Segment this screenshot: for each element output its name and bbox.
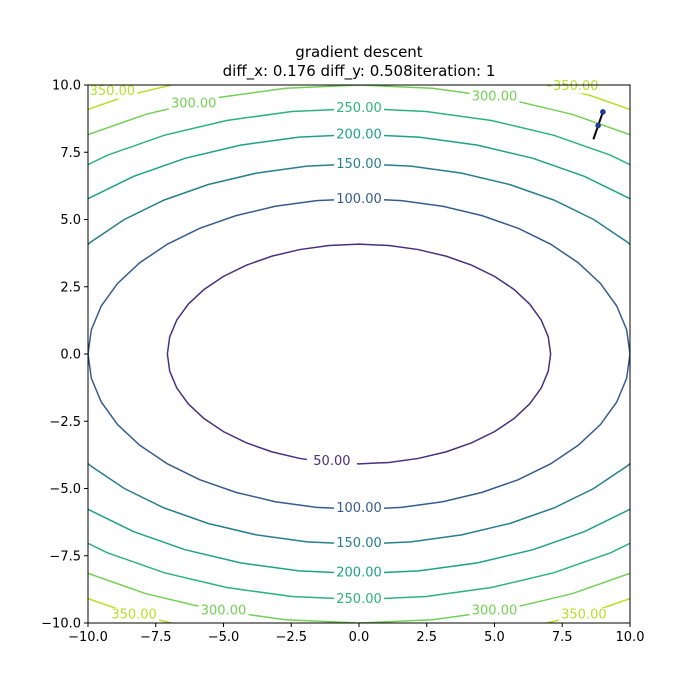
contour-label: 350.00 — [561, 607, 607, 622]
contour-label-backing — [306, 454, 357, 469]
contour-line-150 — [88, 163, 630, 545]
y-tick-label: 0.0 — [60, 348, 81, 363]
contour-label-backing — [469, 90, 520, 105]
contour-line-300 — [88, 85, 630, 623]
y-tick-label: 5.0 — [60, 213, 81, 228]
contour-label-backing — [334, 566, 384, 581]
y-tick-label: 10.0 — [52, 79, 81, 94]
y-tick-label: −5.0 — [49, 482, 81, 497]
chart-title: gradient descent — [295, 43, 423, 61]
contour-labels: 50.00 100.00 100.00 150.00 150.00 200.00 200.0… — [87, 79, 609, 622]
contour-label-backing — [334, 101, 384, 116]
contour-label: 250.00 — [336, 101, 382, 116]
contour-label: 100.00 — [336, 501, 382, 516]
contour-label: 250.00 — [336, 592, 382, 607]
contour-line-50 — [166, 243, 552, 465]
contour-line-350 — [88, 85, 630, 623]
contour-label: 50.00 — [313, 454, 350, 469]
x-tick-label: −10.0 — [68, 630, 108, 645]
contour-label: 350.00 — [553, 79, 599, 94]
contour-label: 350.00 — [90, 84, 136, 99]
y-axis: −10.0 −7.5 −5.0 −2.5 0.0 2.5 5.0 7.5 10.0 — [41, 79, 88, 632]
x-tick-label: 10.0 — [616, 630, 645, 645]
contour-label-backing — [87, 84, 138, 99]
x-tick-label: 2.5 — [416, 630, 437, 645]
descent-path — [592, 109, 606, 140]
y-tick-label: −2.5 — [49, 415, 81, 430]
contour-label: 150.00 — [336, 157, 382, 172]
contour-label-backing — [109, 607, 160, 622]
contour-label-backing — [334, 192, 384, 207]
contour-label: 300.00 — [472, 603, 518, 618]
contour-label-backing — [469, 603, 520, 618]
x-tick-label: 7.5 — [552, 630, 573, 645]
contour-label: 300.00 — [472, 90, 518, 105]
contour-label-backing — [334, 592, 384, 607]
x-tick-label: 5.0 — [484, 630, 505, 645]
contour-label: 350.00 — [111, 607, 157, 622]
contour-line-200 — [88, 133, 630, 575]
contour-label-backing — [550, 79, 601, 94]
contour-lines — [88, 85, 630, 623]
descent-path-point — [600, 109, 606, 115]
x-tick-label: −7.5 — [140, 630, 172, 645]
contour-label: 300.00 — [201, 603, 247, 618]
contour-label-backing — [334, 536, 384, 551]
chart-subtitle: diff_x: 0.176 diff_y: 0.508iteration: 1 — [223, 62, 496, 81]
contour-label-backing — [558, 607, 609, 622]
contour-label-backing — [198, 603, 249, 618]
contour-label-backing — [334, 157, 384, 172]
contour-label: 100.00 — [336, 192, 382, 207]
contour-label: 200.00 — [336, 127, 382, 142]
y-tick-label: 7.5 — [60, 146, 81, 161]
contour-label: 300.00 — [171, 96, 217, 111]
contour-label-backing — [334, 501, 384, 516]
contour-line-250 — [88, 107, 630, 601]
y-tick-label: −10.0 — [41, 617, 81, 632]
x-tick-label: −2.5 — [275, 630, 307, 645]
contour-label: 200.00 — [336, 566, 382, 581]
x-axis: −10.0 −7.5 −5.0 −2.5 0.0 2.5 5.0 7.5 10.0 — [68, 623, 644, 645]
y-tick-label: 2.5 — [60, 280, 81, 295]
contour-label-backing — [334, 127, 384, 142]
contour-label: 150.00 — [336, 536, 382, 551]
contour-label-backing — [168, 96, 219, 111]
y-tick-label: −7.5 — [49, 549, 81, 564]
contour-line-100 — [88, 197, 630, 511]
descent-path-point — [595, 122, 601, 129]
x-tick-label: 0.0 — [349, 630, 370, 645]
x-tick-label: −5.0 — [208, 630, 240, 645]
